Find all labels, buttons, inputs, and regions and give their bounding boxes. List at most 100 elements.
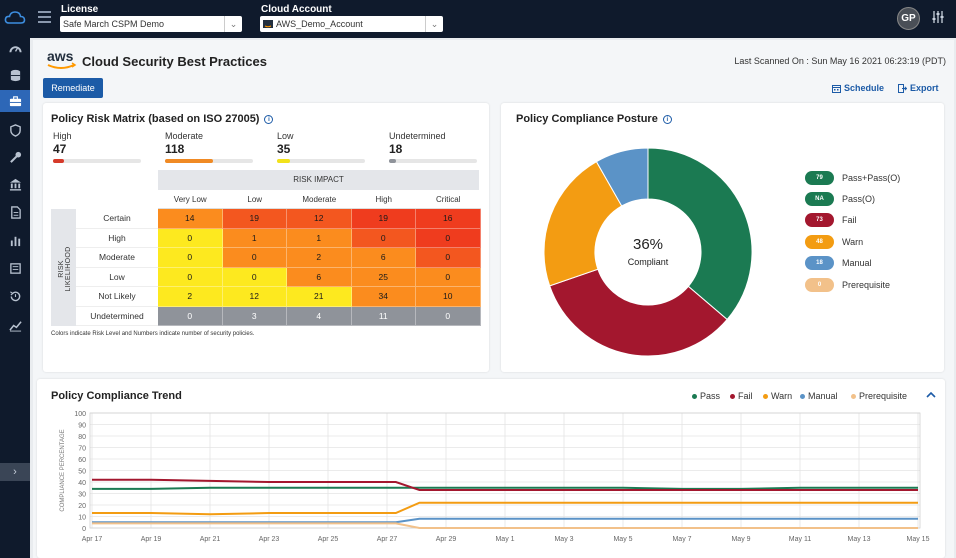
remediate-button[interactable]: Remediate <box>43 78 103 98</box>
posture-legend-item[interactable]: 0 Prerequisite <box>805 278 890 292</box>
sidebar-item-history[interactable] <box>0 285 30 307</box>
matrix-cell[interactable]: 21 <box>287 287 352 307</box>
risk-counter-value: 47 <box>53 142 67 156</box>
risk-counter-undetermined: Undetermined 18 <box>389 131 477 163</box>
info-icon[interactable]: i <box>662 114 672 124</box>
matrix-cell[interactable]: 34 <box>351 287 416 307</box>
compliance-trend-chart: 0 10 20 30 40 50 60 70 80 90 100 Apr 17 Apr 19 Apr 21… <box>60 411 930 543</box>
matrix-column-header: Critical <box>416 190 481 209</box>
sidebar-item-analytics[interactable] <box>0 229 30 251</box>
matrix-cell[interactable]: 2 <box>287 248 352 268</box>
matrix-cell[interactable]: 0 <box>158 306 223 326</box>
matrix-cell[interactable]: 0 <box>222 248 287 268</box>
sidebar-item-compliance[interactable] <box>0 90 30 112</box>
cloud-logo-icon[interactable] <box>4 8 26 28</box>
settings-sliders-icon[interactable] <box>931 10 945 24</box>
donut-slice-fail[interactable] <box>549 268 728 357</box>
license-select[interactable]: Safe March CSPM Demo ⌄ <box>60 16 242 32</box>
risk-counter-value: 18 <box>389 142 403 156</box>
trend-legend-item[interactable]: Warn <box>763 391 792 401</box>
legend-dot <box>730 393 735 399</box>
matrix-cell[interactable]: 19 <box>222 209 287 229</box>
sidebar-item-database[interactable] <box>0 64 30 86</box>
database-icon <box>10 69 20 81</box>
aws-logo: aws <box>47 48 77 69</box>
sidebar-item-security[interactable] <box>0 119 30 141</box>
matrix-cell[interactable]: 0 <box>416 248 481 268</box>
posture-legend-item[interactable]: NA Pass(O) <box>805 192 875 206</box>
compliance-percent: 36% <box>632 236 664 253</box>
matrix-cell[interactable]: 10 <box>416 287 481 307</box>
matrix-cell[interactable]: 11 <box>351 306 416 326</box>
svg-text:aws: aws <box>47 48 74 64</box>
posture-legend-item[interactable]: 18 Manual <box>805 256 872 270</box>
sidebar-item-reports[interactable] <box>0 201 30 223</box>
posture-legend-item[interactable]: 48 Warn <box>805 235 863 249</box>
series-line-manual[interactable] <box>92 517 918 524</box>
matrix-cell[interactable]: 1 <box>222 228 287 248</box>
x-tick-label: Apr 25 <box>318 536 339 543</box>
matrix-cell[interactable]: 0 <box>416 306 481 326</box>
x-tick-label: May 13 <box>848 536 871 543</box>
sidebar-item-inventory[interactable] <box>0 257 30 279</box>
matrix-cell[interactable]: 25 <box>351 267 416 287</box>
matrix-cell[interactable]: 3 <box>222 306 287 326</box>
matrix-cell[interactable]: 0 <box>222 267 287 287</box>
chevron-up-icon[interactable] <box>925 390 937 400</box>
sidebar-item-trends[interactable] <box>0 314 30 336</box>
sidebar-item-governance[interactable] <box>0 173 30 195</box>
matrix-cell[interactable]: 6 <box>351 248 416 268</box>
risk-counter-bar-fill <box>53 159 65 163</box>
trend-legend-item[interactable]: Manual <box>800 391 838 401</box>
risk-counter-bar <box>389 159 477 163</box>
matrix-cell[interactable]: 1 <box>287 228 352 248</box>
posture-legend-item[interactable]: 79 Pass+Pass(O) <box>805 171 900 185</box>
matrix-cell[interactable]: 16 <box>416 209 481 229</box>
risk-counter-value: 118 <box>165 142 185 156</box>
menu-icon[interactable] <box>38 11 51 23</box>
matrix-cell[interactable]: 0 <box>351 228 416 248</box>
matrix-cell[interactable]: 19 <box>351 209 416 229</box>
risk-counter-label: Undetermined <box>389 131 446 141</box>
compliance-percent-label: Compliant <box>627 257 669 267</box>
matrix-cell[interactable]: 4 <box>287 306 352 326</box>
matrix-cell[interactable]: 0 <box>416 228 481 248</box>
export-button[interactable]: Export <box>898 83 939 93</box>
matrix-cell[interactable]: 12 <box>287 209 352 229</box>
page-title: Cloud Security Best Practices <box>82 54 267 69</box>
trend-title: Policy Compliance Trend <box>51 390 182 402</box>
history-icon <box>9 290 20 301</box>
legend-label: Pass+Pass(O) <box>842 173 901 183</box>
risk-counter-bar-fill <box>165 159 214 163</box>
sidebar-expand-button[interactable]: › <box>0 463 30 481</box>
trend-legend-item[interactable]: Prerequisite <box>851 391 907 401</box>
series-line-warn[interactable] <box>92 501 918 516</box>
user-avatar[interactable]: GP <box>897 7 920 30</box>
trend-legend-item[interactable]: Fail <box>730 391 753 401</box>
series-line-fail[interactable] <box>92 478 918 492</box>
matrix-cell[interactable]: 14 <box>158 209 223 229</box>
legend-dot <box>851 393 856 399</box>
matrix-cell[interactable]: 2 <box>158 287 223 307</box>
series-line-prerequisite[interactable] <box>92 522 918 529</box>
series-line-pass[interactable] <box>92 486 918 490</box>
matrix-cell[interactable]: 12 <box>222 287 287 307</box>
matrix-cell[interactable]: 0 <box>158 267 223 287</box>
matrix-cell[interactable]: 0 <box>416 267 481 287</box>
account-select[interactable]: AWS_Demo_Account ⌄ <box>260 16 443 32</box>
trend-legend-item[interactable]: Pass <box>692 391 720 401</box>
matrix-cell[interactable]: 6 <box>287 267 352 287</box>
risk-counter-bar <box>277 159 365 163</box>
schedule-button[interactable]: Schedule <box>832 83 884 93</box>
matrix-cell[interactable]: 0 <box>158 228 223 248</box>
matrix-cell[interactable]: 0 <box>158 248 223 268</box>
info-icon[interactable]: i <box>264 114 274 124</box>
sidebar-item-tools[interactable] <box>0 146 30 168</box>
trend-legend-label: Pass <box>700 391 721 401</box>
donut-slice-pass-pass-o-[interactable] <box>647 147 753 321</box>
aws-mini-icon <box>263 20 273 28</box>
posture-legend-item[interactable]: 73 Fail <box>805 213 857 227</box>
donut-slice-manual[interactable] <box>595 147 649 207</box>
y-tick-label: 40 <box>78 480 86 487</box>
sidebar-item-dashboard[interactable] <box>0 38 30 60</box>
